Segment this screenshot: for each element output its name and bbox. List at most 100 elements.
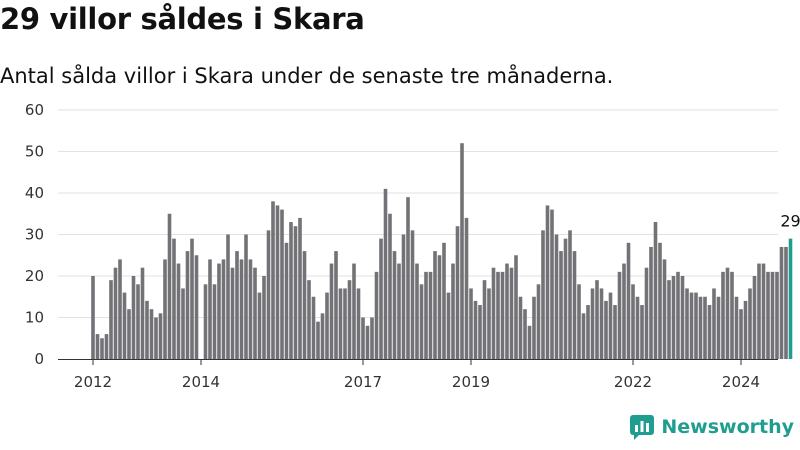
brand-name: Newsworthy — [661, 416, 794, 438]
bar — [599, 288, 604, 359]
bar — [289, 222, 293, 359]
bar — [149, 309, 154, 359]
y-tick-label: 0 — [34, 350, 44, 368]
brand-logo: Newsworthy — [629, 412, 794, 442]
bar — [685, 288, 689, 359]
bar — [388, 213, 392, 359]
bar — [190, 238, 194, 359]
bar — [212, 284, 217, 359]
bar — [473, 300, 478, 359]
bar — [622, 263, 626, 359]
bar — [667, 280, 671, 359]
bar — [649, 246, 653, 359]
bar — [635, 296, 640, 359]
bar — [446, 292, 451, 359]
bar — [509, 267, 514, 359]
x-tick-label: 2019 — [452, 373, 490, 391]
bar — [730, 271, 734, 359]
bar — [523, 309, 527, 359]
bar — [311, 296, 316, 359]
bar — [257, 292, 262, 359]
y-tick-label: 40 — [25, 184, 44, 202]
bar — [757, 263, 761, 359]
bar — [145, 300, 149, 359]
bar — [451, 263, 455, 359]
bar — [491, 267, 496, 359]
bar — [716, 296, 721, 359]
bar — [617, 271, 622, 359]
bar — [95, 334, 100, 359]
bar — [487, 288, 491, 359]
bar — [266, 230, 271, 359]
bar — [734, 296, 739, 359]
x-tick-label: 2014 — [182, 373, 220, 391]
bar — [640, 305, 644, 359]
bar — [401, 234, 406, 359]
bar — [613, 305, 617, 359]
page-title: 29 villor såldes i Skara — [0, 2, 365, 36]
y-tick-label: 30 — [25, 226, 44, 244]
bar — [235, 251, 239, 359]
bar — [424, 271, 428, 359]
bar — [239, 259, 244, 359]
bar — [563, 238, 568, 359]
bar — [752, 276, 757, 359]
bar — [176, 263, 181, 359]
bar — [275, 205, 280, 359]
bar — [298, 217, 302, 359]
bar — [329, 263, 334, 359]
bar — [365, 325, 370, 359]
bar — [739, 309, 743, 359]
bar — [307, 280, 311, 359]
bar — [374, 271, 379, 359]
bar — [779, 246, 784, 359]
bar — [122, 292, 127, 359]
bar — [437, 255, 442, 359]
bar — [545, 205, 550, 359]
x-tick-label: 2017 — [344, 373, 382, 391]
bar — [131, 276, 136, 359]
bar — [226, 234, 230, 359]
bar — [203, 284, 208, 359]
bar — [325, 292, 329, 359]
bar — [671, 276, 676, 359]
bar — [586, 305, 590, 359]
bar — [172, 238, 176, 359]
bar — [518, 296, 523, 359]
bar — [316, 321, 320, 359]
bar — [725, 267, 730, 359]
bar — [167, 213, 172, 359]
bar — [433, 251, 437, 359]
bar — [572, 251, 577, 359]
bar — [784, 246, 788, 359]
bar — [406, 197, 410, 359]
bar — [370, 317, 374, 359]
bar — [644, 267, 649, 359]
bar — [766, 271, 770, 359]
bar — [136, 284, 140, 359]
bar — [320, 313, 325, 359]
x-tick-label: 2022 — [614, 373, 652, 391]
bar — [356, 288, 361, 359]
bar — [694, 292, 698, 359]
bar — [748, 288, 752, 359]
bar — [338, 288, 343, 359]
bar — [194, 255, 199, 359]
bar — [284, 242, 289, 359]
bar — [662, 259, 667, 359]
bar — [352, 263, 356, 359]
bar — [293, 226, 298, 359]
bar — [221, 259, 226, 359]
bar-latest — [788, 238, 793, 359]
bar — [419, 284, 424, 359]
bar — [113, 267, 118, 359]
newsworthy-logo-icon — [630, 415, 655, 440]
bar — [770, 271, 775, 359]
bar — [505, 263, 509, 359]
bar — [743, 300, 748, 359]
bar — [604, 300, 608, 359]
bar — [442, 242, 446, 359]
bar — [712, 288, 716, 359]
bar — [595, 280, 599, 359]
bar — [271, 201, 275, 359]
